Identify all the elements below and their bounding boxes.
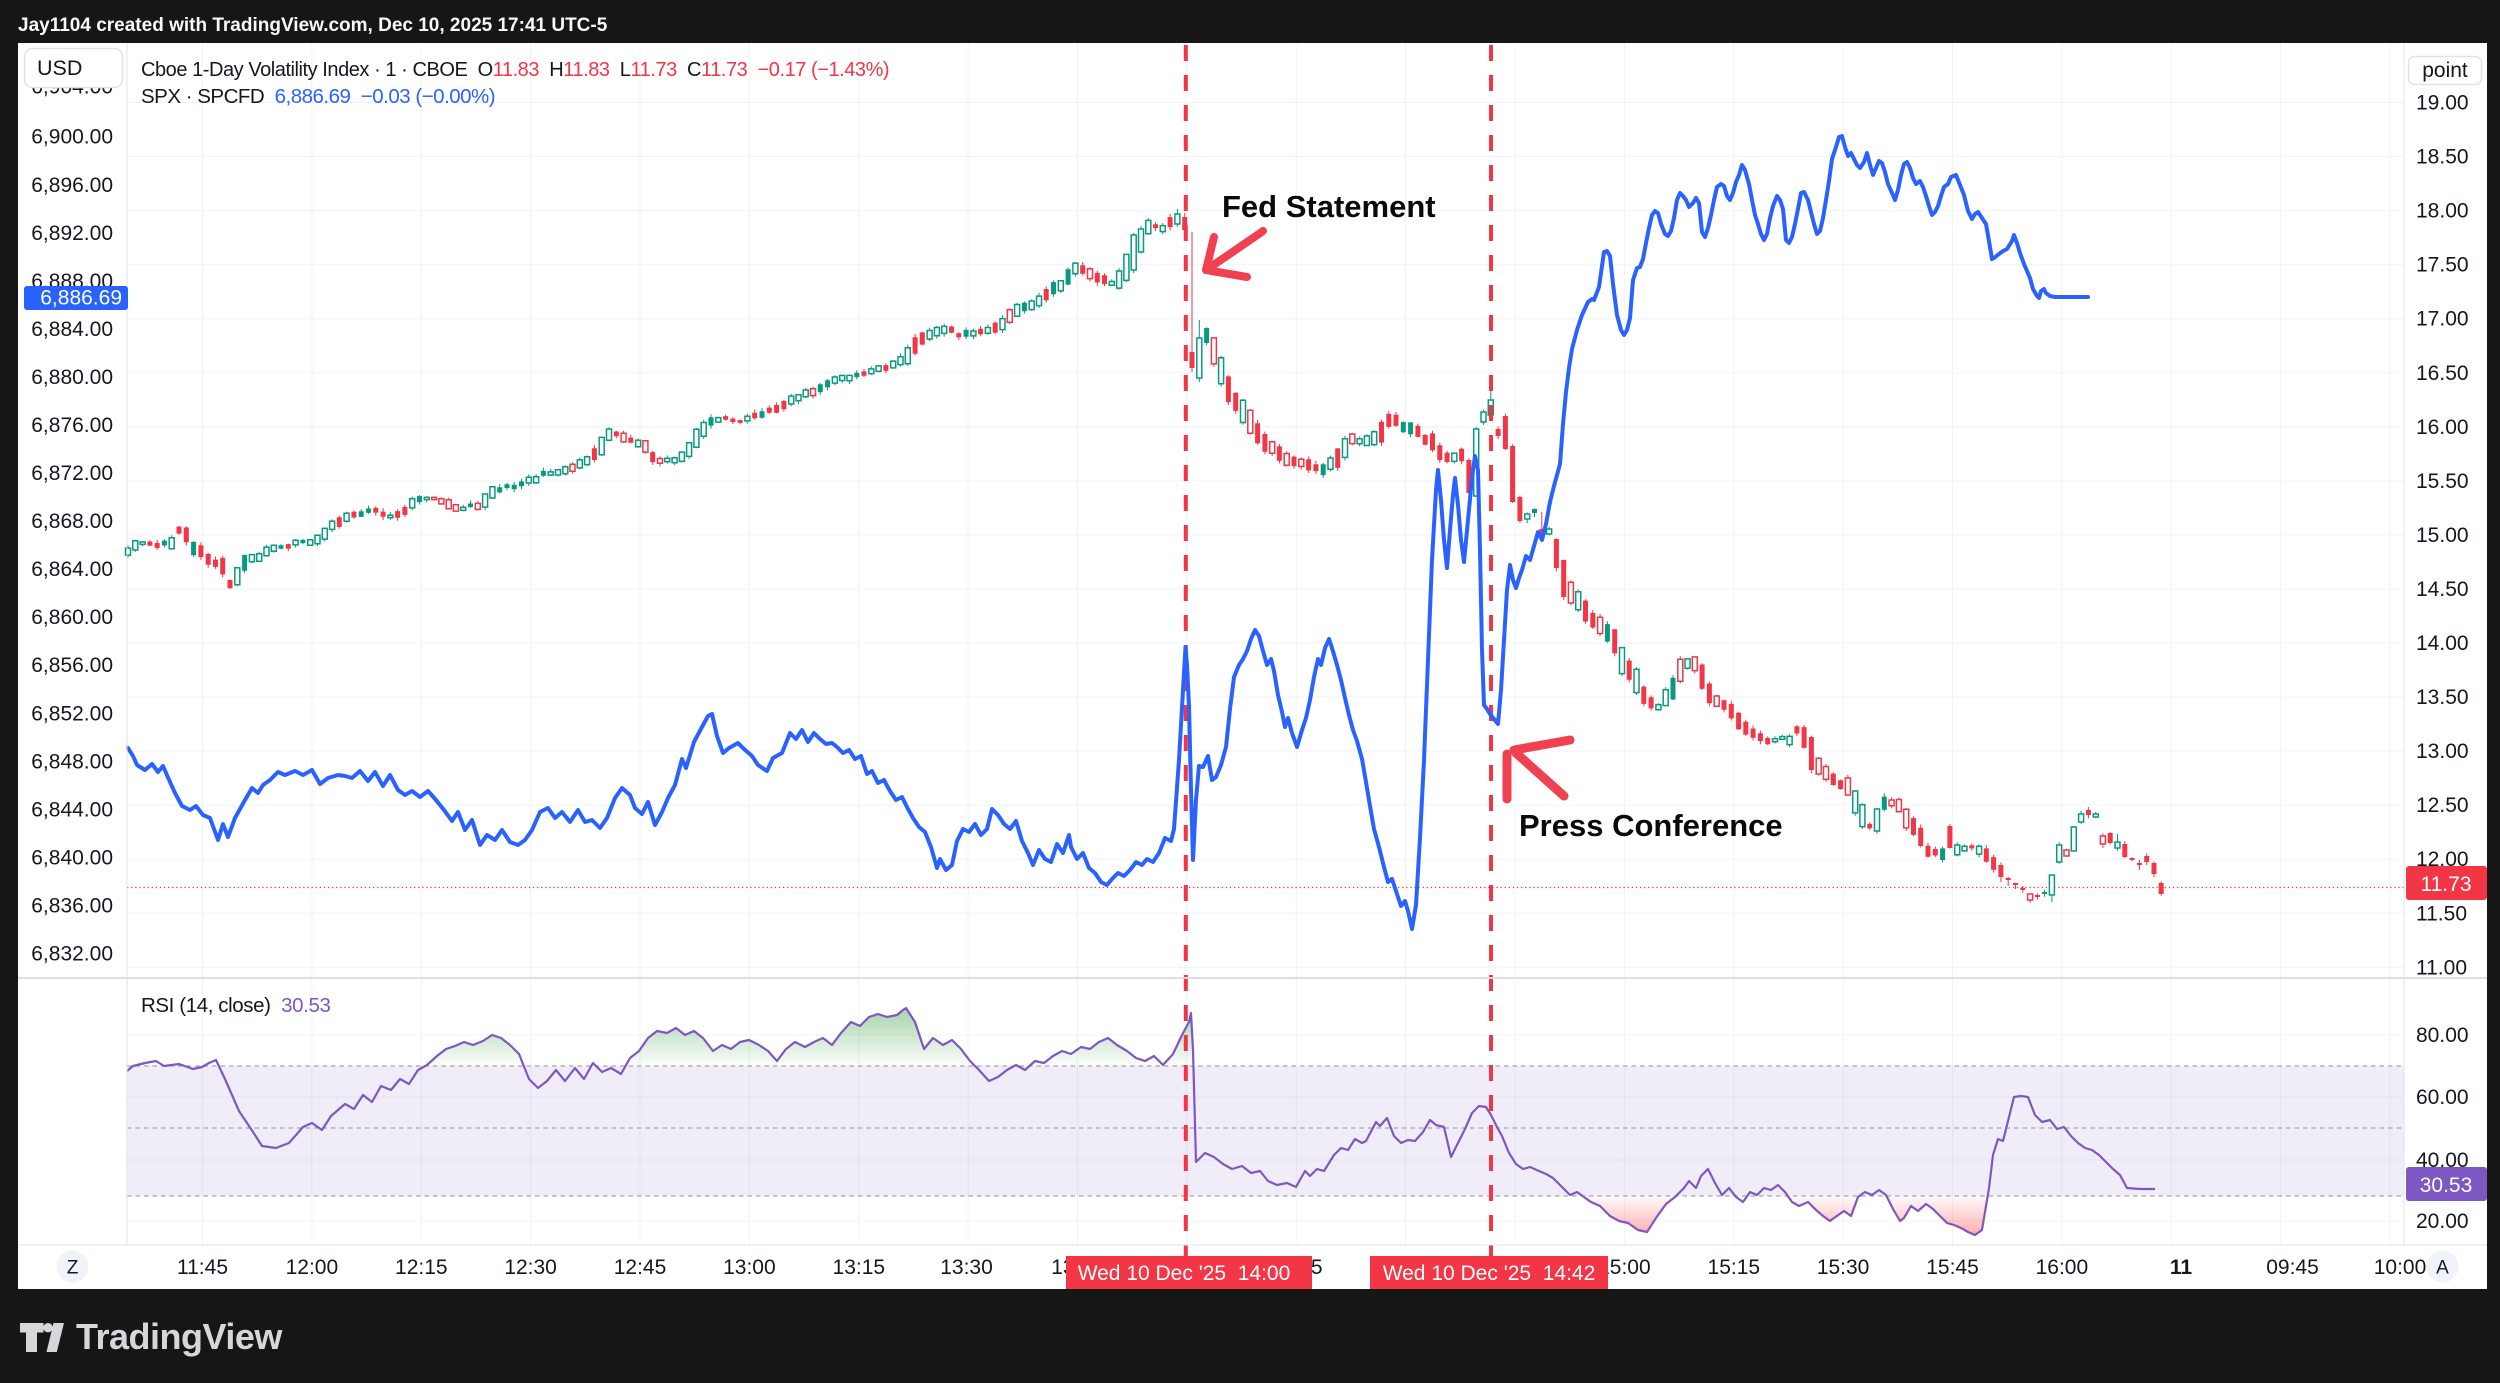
svg-text:Wed 10 Dec '25 14:00: Wed 10 Dec '25 14:00 [1078, 1262, 1291, 1285]
svg-text:13.50: 13.50 [2416, 686, 2469, 709]
svg-text:16:00: 16:00 [2036, 1256, 2089, 1279]
svg-text:11.50: 11.50 [2416, 902, 2467, 925]
svg-text:09:45: 09:45 [2266, 1256, 2319, 1279]
svg-text:TradingView: TradingView [76, 1316, 283, 1357]
svg-text:15:30: 15:30 [1817, 1256, 1870, 1279]
svg-text:point: point [2422, 59, 2468, 82]
svg-text:6,832.00: 6,832.00 [31, 943, 113, 966]
svg-text:Z: Z [67, 1258, 79, 1279]
svg-text:RSI (14, close) 30.53: RSI (14, close) 30.53 [141, 994, 330, 1017]
svg-text:14.50: 14.50 [2416, 578, 2469, 601]
svg-text:6,844.00: 6,844.00 [31, 798, 113, 821]
svg-text:20.00: 20.00 [2416, 1210, 2469, 1233]
svg-text:11:45: 11:45 [177, 1256, 228, 1279]
svg-text:12:45: 12:45 [614, 1256, 667, 1279]
svg-text:13:30: 13:30 [940, 1256, 993, 1279]
svg-text:18.00: 18.00 [2416, 200, 2469, 223]
svg-text:13:00: 13:00 [723, 1256, 776, 1279]
svg-text:6,868.00: 6,868.00 [31, 510, 113, 533]
svg-text:6,872.00: 6,872.00 [31, 462, 113, 485]
svg-text:17.00: 17.00 [2416, 308, 2469, 331]
svg-text:6,896.00: 6,896.00 [31, 174, 113, 197]
svg-text:16.50: 16.50 [2416, 362, 2469, 385]
svg-text:6,864.00: 6,864.00 [31, 558, 113, 581]
svg-text:Wed 10 Dec '25 14:42: Wed 10 Dec '25 14:42 [1383, 1262, 1596, 1285]
svg-text:11: 11 [2170, 1256, 2193, 1279]
svg-text:6,840.00: 6,840.00 [31, 846, 113, 869]
svg-text:12:30: 12:30 [504, 1256, 557, 1279]
svg-text:6,892.00: 6,892.00 [31, 222, 113, 245]
svg-text:6,880.00: 6,880.00 [31, 366, 113, 389]
svg-text:Press Conference: Press Conference [1519, 808, 1783, 843]
svg-text:80.00: 80.00 [2416, 1024, 2469, 1047]
svg-text:15:45: 15:45 [1926, 1256, 1979, 1279]
svg-text:60.00: 60.00 [2416, 1086, 2469, 1109]
svg-text:11.00: 11.00 [2416, 956, 2467, 979]
svg-text:10:00: 10:00 [2374, 1256, 2427, 1279]
svg-text:15.50: 15.50 [2416, 470, 2469, 493]
svg-text:14.00: 14.00 [2416, 632, 2469, 655]
svg-text:12:15: 12:15 [395, 1256, 448, 1279]
svg-text:A: A [2436, 1258, 2449, 1279]
svg-text:6,900.00: 6,900.00 [31, 126, 113, 149]
svg-text:6,848.00: 6,848.00 [31, 750, 113, 773]
svg-text:40.00: 40.00 [2416, 1149, 2469, 1172]
svg-text:6,836.00: 6,836.00 [31, 895, 113, 918]
svg-text:6,860.00: 6,860.00 [31, 606, 113, 629]
svg-text:6,886.69: 6,886.69 [40, 287, 122, 310]
svg-text:15:00: 15:00 [1598, 1256, 1651, 1279]
svg-text:16.00: 16.00 [2416, 416, 2469, 439]
svg-text:13.00: 13.00 [2416, 740, 2469, 763]
svg-text:13:15: 13:15 [833, 1256, 886, 1279]
svg-text:6,884.00: 6,884.00 [31, 318, 113, 341]
svg-text:30.53: 30.53 [2420, 1174, 2473, 1197]
svg-text:15.00: 15.00 [2416, 524, 2469, 547]
svg-text:12.00: 12.00 [2416, 848, 2469, 871]
svg-text:19.00: 19.00 [2416, 92, 2469, 115]
svg-text:Cboe 1-Day Volatility Index ·: Cboe 1-Day Volatility Index · 1 · CBOE O… [141, 59, 889, 81]
svg-text:12:00: 12:00 [286, 1256, 339, 1279]
svg-text:12.50: 12.50 [2416, 794, 2469, 817]
svg-text:6,876.00: 6,876.00 [31, 414, 113, 437]
svg-text:Jay1104 created with TradingVi: Jay1104 created with TradingView.com, De… [18, 15, 608, 36]
svg-text:USD: USD [37, 56, 82, 80]
svg-text:11.73: 11.73 [2421, 873, 2472, 896]
svg-text:SPX · SPCFD 6,886.69 −0.03 (: SPX · SPCFD 6,886.69 −0.03 (−0.00%) [141, 85, 495, 108]
svg-text:17.50: 17.50 [2416, 254, 2469, 277]
svg-text:15:15: 15:15 [1708, 1256, 1761, 1279]
svg-text:18.50: 18.50 [2416, 146, 2469, 169]
svg-text:6,856.00: 6,856.00 [31, 654, 113, 677]
svg-text:Fed Statement: Fed Statement [1222, 189, 1436, 224]
svg-text:6,852.00: 6,852.00 [31, 702, 113, 725]
